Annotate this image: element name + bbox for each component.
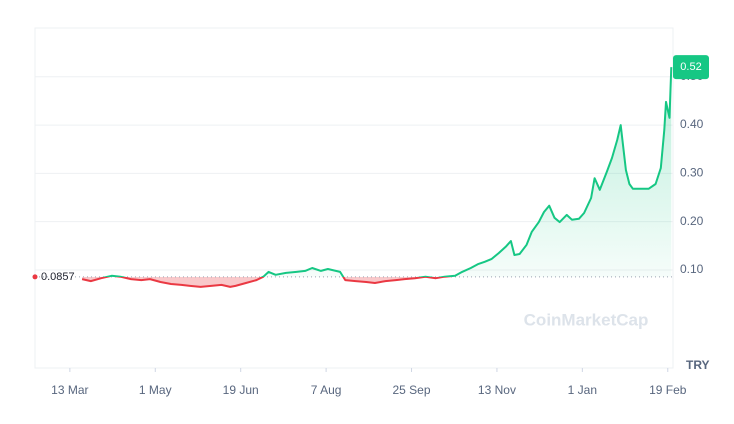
y-tick-label: 0.30 [680,166,704,180]
x-tick-label: 1 Jan [568,383,597,397]
x-tick-label: 19 Feb [649,383,687,397]
price-line [81,67,673,288]
x-tick-label: 13 Mar [51,383,88,397]
currency-label: TRY [686,358,710,372]
watermark: CoinMarketCap [524,310,649,329]
baseline-dot [32,274,38,280]
x-tick-label: 19 Jun [223,383,259,397]
x-tick-label: 25 Sep [393,383,431,397]
price-badge-label: 0.52 [680,61,701,73]
y-tick-label: 0.10 [680,262,704,276]
price-badge [673,55,709,80]
y-tick-label: 0.20 [680,214,704,228]
baseline-label: 0.0857 [41,271,75,283]
x-tick-label: 7 Aug [311,383,342,397]
x-tick-label: 1 May [139,383,172,397]
plot-frame [34,27,674,369]
y-tick-label: 0.40 [680,117,704,131]
x-tick-label: 13 Nov [478,383,516,397]
area [82,67,672,287]
